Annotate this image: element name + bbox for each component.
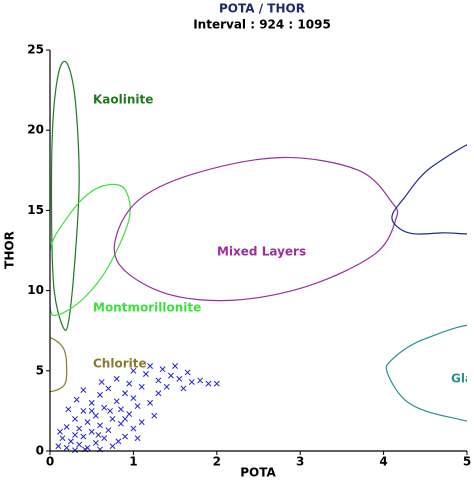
y-axis-label: THOR bbox=[3, 231, 17, 269]
point bbox=[88, 407, 95, 414]
point bbox=[126, 380, 133, 387]
region-outline bbox=[385, 324, 467, 422]
point bbox=[117, 420, 124, 427]
point bbox=[109, 443, 116, 450]
point bbox=[142, 371, 149, 377]
point bbox=[130, 367, 137, 374]
point bbox=[134, 403, 141, 410]
point bbox=[101, 404, 108, 411]
region-label: Gla bbox=[451, 372, 473, 386]
point bbox=[115, 438, 122, 445]
point bbox=[213, 380, 220, 387]
point bbox=[113, 375, 120, 382]
point bbox=[122, 433, 129, 440]
region-outline bbox=[50, 183, 131, 317]
point bbox=[72, 415, 78, 422]
point bbox=[80, 433, 87, 440]
point bbox=[184, 369, 191, 376]
point bbox=[130, 425, 137, 432]
point bbox=[180, 385, 187, 392]
x-tick-label: 1 bbox=[129, 455, 137, 469]
x-tick-label: 4 bbox=[379, 455, 387, 469]
point bbox=[155, 377, 162, 384]
x-tick-label: 5 bbox=[463, 455, 471, 469]
point bbox=[63, 423, 70, 430]
region-label: Montmorillonite bbox=[93, 301, 201, 315]
point bbox=[155, 390, 162, 397]
point bbox=[113, 398, 120, 405]
point bbox=[55, 443, 62, 450]
point bbox=[80, 387, 87, 394]
point bbox=[67, 438, 74, 445]
point bbox=[138, 419, 145, 426]
x-tick-label: 0 bbox=[46, 455, 54, 469]
point bbox=[57, 428, 63, 435]
y-tick-label: 15 bbox=[27, 203, 44, 217]
point bbox=[72, 447, 78, 454]
region-outline bbox=[113, 156, 399, 302]
point bbox=[176, 375, 183, 382]
point bbox=[63, 444, 70, 451]
point bbox=[101, 435, 108, 442]
point bbox=[188, 379, 195, 385]
point bbox=[65, 406, 72, 413]
point bbox=[80, 407, 87, 414]
point bbox=[172, 363, 179, 369]
point bbox=[167, 372, 174, 379]
point bbox=[159, 366, 166, 373]
regions: Kaolinite Montmorillonite Mixed Layers Chlo… bbox=[50, 60, 473, 422]
point bbox=[76, 425, 83, 432]
region-label: Mixed Layers bbox=[217, 245, 306, 259]
y-tick-label: 10 bbox=[27, 283, 44, 297]
region-outline bbox=[391, 144, 467, 235]
point bbox=[138, 383, 145, 390]
point bbox=[92, 440, 99, 446]
point bbox=[84, 419, 91, 426]
region-label: Chlorite bbox=[93, 357, 147, 371]
points bbox=[55, 363, 220, 454]
point bbox=[97, 391, 103, 398]
point bbox=[72, 432, 78, 438]
point bbox=[92, 412, 99, 419]
point bbox=[97, 422, 103, 429]
point bbox=[122, 415, 129, 422]
point bbox=[88, 399, 95, 406]
point bbox=[105, 427, 112, 434]
point bbox=[117, 406, 124, 413]
point bbox=[88, 428, 95, 435]
point bbox=[126, 411, 133, 418]
point bbox=[163, 383, 170, 390]
point bbox=[105, 385, 112, 392]
point bbox=[95, 432, 102, 438]
point bbox=[98, 379, 105, 385]
x-axis-label: POTA bbox=[240, 466, 276, 480]
y-tick-label: 0 bbox=[36, 444, 44, 458]
point bbox=[73, 396, 80, 403]
x-tick-label: 2 bbox=[213, 455, 221, 469]
point bbox=[147, 399, 154, 406]
y-tick-label: 25 bbox=[27, 43, 44, 57]
chart-subtitle: Interval : 924 : 1095 bbox=[193, 18, 331, 32]
point bbox=[134, 435, 141, 442]
chart-title: POTA / THOR bbox=[219, 2, 305, 16]
point bbox=[147, 363, 154, 369]
point bbox=[76, 441, 83, 448]
region-outline bbox=[50, 336, 68, 393]
point bbox=[59, 435, 66, 442]
point bbox=[109, 415, 116, 422]
point bbox=[151, 412, 158, 419]
region-outline bbox=[50, 60, 80, 332]
point bbox=[205, 380, 212, 387]
point bbox=[197, 377, 204, 384]
y-tick-label: 20 bbox=[27, 123, 44, 137]
y-tick-label: 5 bbox=[36, 363, 44, 377]
x-tick-label: 3 bbox=[296, 455, 304, 469]
region-label: Kaolinite bbox=[93, 93, 153, 107]
point bbox=[122, 390, 129, 397]
point bbox=[107, 407, 114, 414]
point bbox=[130, 395, 137, 402]
